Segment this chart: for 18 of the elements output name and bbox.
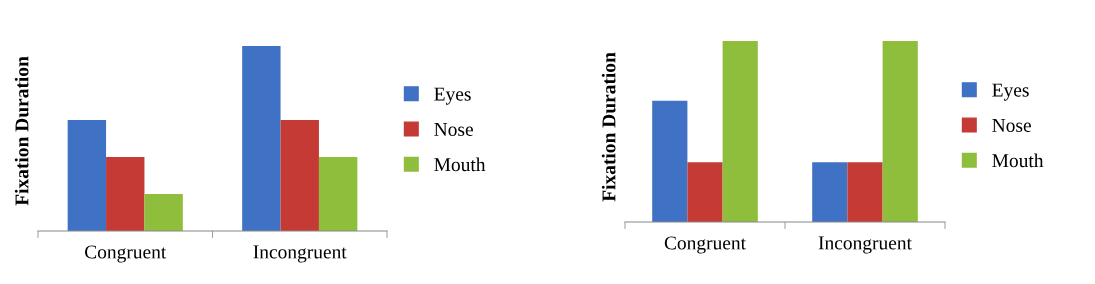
x-tick-label: Congruent: [85, 245, 167, 263]
legend-label: Nose: [434, 123, 473, 136]
x-tick-label: Incongruent: [253, 245, 347, 263]
bar: [67, 120, 107, 231]
bar: [242, 46, 281, 231]
legend-label: Eyes: [434, 87, 471, 105]
y-axis-title: Fixation Duration: [601, 52, 616, 202]
x-tick-label: Incongruent: [818, 236, 912, 254]
y-axis-title: Fixation Duration: [14, 56, 29, 206]
legend-label: Eyes: [992, 83, 1029, 101]
bar: [106, 157, 145, 231]
x-tick-label: Congruent: [664, 236, 746, 254]
bar: [280, 120, 319, 231]
bar: [144, 194, 183, 231]
legend-label: Mouth: [992, 153, 1044, 168]
bar: [318, 157, 358, 231]
legend-label: Mouth: [434, 157, 486, 172]
legend-label: Nose: [992, 119, 1031, 132]
